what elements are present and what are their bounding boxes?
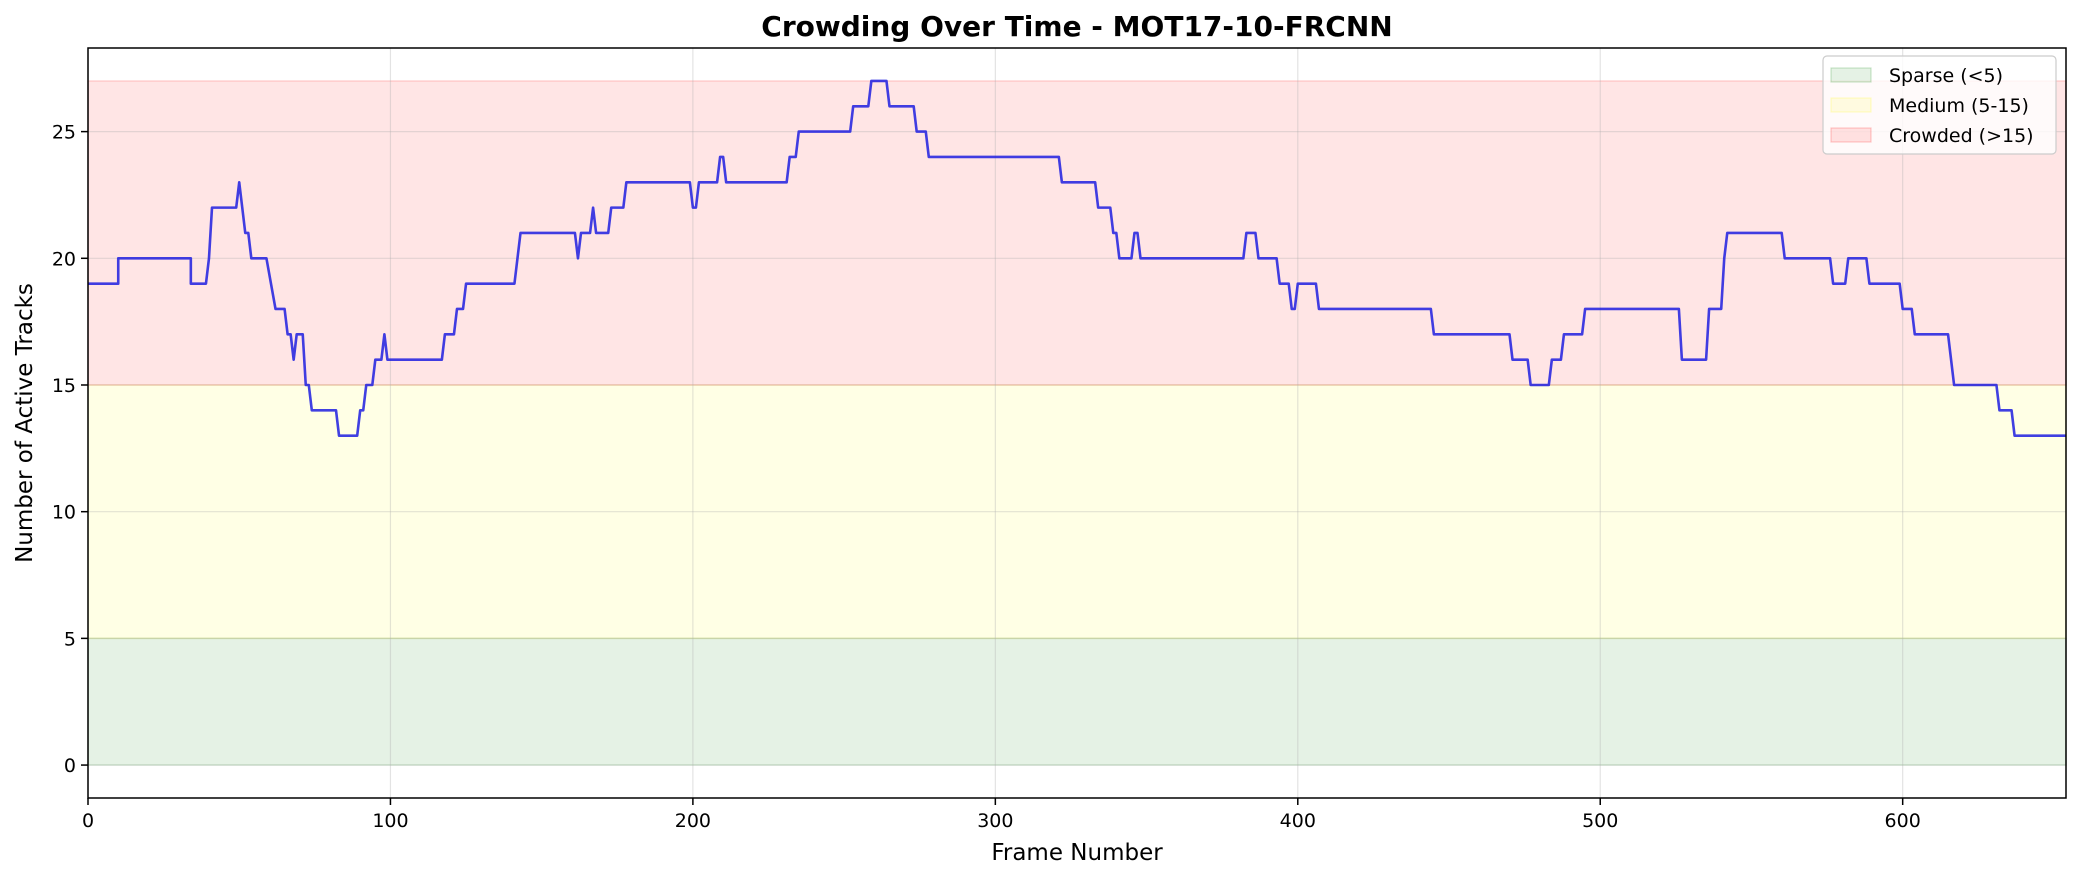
chart-title: Crowding Over Time - MOT17-10-FRCNN (761, 10, 1392, 43)
y-tick-label: 5 (64, 628, 76, 650)
y-ticks: 0 5 10 15 20 25 (52, 122, 88, 777)
x-tick-label: 100 (372, 810, 408, 832)
x-tick-label: 0 (82, 810, 94, 832)
series-line-active-tracks (88, 79, 2066, 437)
band-sparse-5 (87, 637, 2067, 766)
band-medium-5-15 (87, 384, 2067, 640)
legend-swatch-sparse-5 (1830, 67, 1872, 83)
x-tick-label: 300 (977, 810, 1013, 832)
x-tick-label: 500 (1582, 810, 1618, 832)
legend-swatch-medium-5-15 (1830, 97, 1872, 113)
y-tick-label: 25 (52, 122, 76, 144)
x-tick-label: 200 (675, 810, 711, 832)
legend-swatch-crowded-15 (1830, 127, 1872, 143)
legend-label-medium-5-15: Medium (5-15) (1889, 95, 2029, 117)
x-ticks: 0 100 200 300 400 500 600 (82, 798, 1921, 832)
x-tick-label: 600 (1885, 810, 1921, 832)
legend-box (1822, 55, 2057, 155)
y-tick-label: 15 (52, 375, 76, 397)
series-layer (88, 79, 2066, 437)
legend-label-sparse-5: Sparse (<5) (1889, 65, 2003, 87)
y-tick-label: 0 (64, 755, 76, 777)
legend: Sparse (<5) Medium (5-15) Crowded (>15) (1822, 55, 2057, 155)
crowding-bands (87, 80, 2067, 766)
y-tick-label: 10 (52, 502, 76, 524)
y-axis-label: Number of Active Tracks (12, 283, 38, 563)
x-axis-label: Frame Number (991, 840, 1163, 866)
legend-label-crowded-15: Crowded (>15) (1889, 125, 2034, 147)
y-tick-label: 20 (52, 248, 76, 270)
plot-frame (87, 47, 2067, 799)
x-tick-label: 400 (1280, 810, 1316, 832)
grid-lines (87, 48, 2066, 798)
